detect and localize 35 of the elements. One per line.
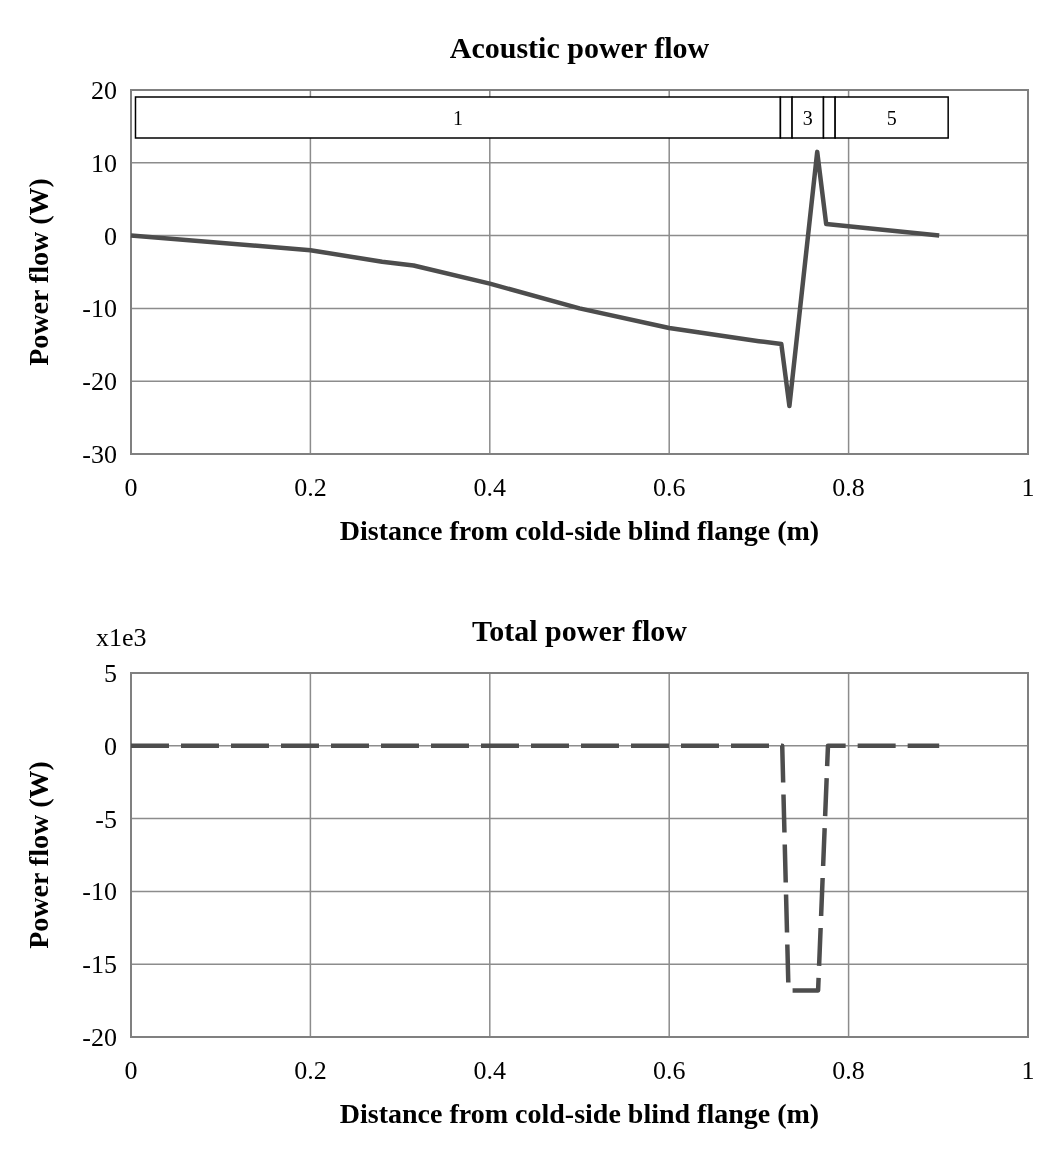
text: x1e3 (96, 623, 147, 652)
y-tick-label: -15 (82, 950, 117, 980)
y-axis-title: Power flow (W) (23, 178, 54, 366)
chart-title: Acoustic power flow (449, 31, 710, 64)
x-tick-label: 1 (1021, 473, 1035, 502)
x-tick-label: 0.6 (652, 473, 686, 502)
x-tick-label: 0 (124, 1056, 138, 1085)
y-tick-label: 0 (104, 731, 117, 761)
x-tick-label: 0 (124, 473, 138, 502)
x-tick-label: 0.4 (473, 473, 507, 502)
y-axis-title: Power flow (W) (23, 761, 54, 949)
x-tick-label: 1 (1021, 1056, 1035, 1085)
band-label: 1 (452, 106, 463, 129)
x-tick-label: 0.8 (832, 1056, 865, 1085)
y-tick-label: -10 (82, 877, 117, 907)
y-tick-label: 0 (104, 221, 117, 251)
y-tick-label: -20 (82, 1023, 117, 1052)
band-label: 3 (802, 106, 813, 129)
line-series (128, 149, 942, 409)
y-tick-label: -30 (82, 440, 117, 469)
x-tick-label: 0.8 (832, 473, 865, 502)
y-tick-label: -10 (82, 294, 117, 324)
x-tick-label: 0.4 (473, 1056, 507, 1085)
band-label: 5 (886, 106, 897, 129)
y-tick-label: -20 (82, 367, 117, 397)
y-tick-label: -5 (95, 804, 117, 834)
chart-title: Total power flow (471, 614, 688, 647)
y-tick-label: 20 (91, 76, 117, 105)
x-axis-title: Distance from cold-side blind flange (m) (339, 1098, 820, 1129)
x-tick-label: 0.6 (652, 1056, 686, 1085)
y-tick-label: 5 (104, 659, 117, 688)
x-tick-label: 0.2 (294, 1056, 327, 1085)
x-tick-label: 0.2 (294, 473, 327, 502)
y-tick-label: 10 (91, 148, 117, 178)
x-axis-title: Distance from cold-side blind flange (m) (339, 515, 820, 546)
